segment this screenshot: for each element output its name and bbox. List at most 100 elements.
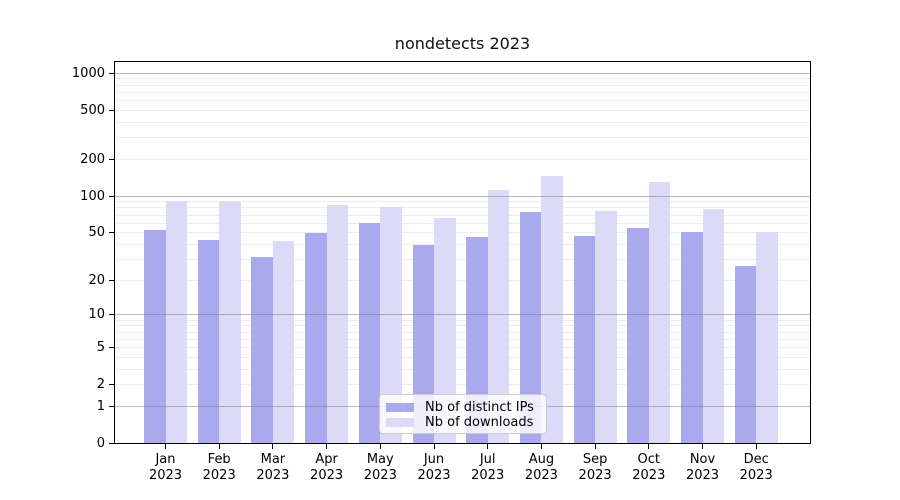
- legend-label-distinct-ips: Nb of distinct IPs: [425, 400, 534, 415]
- x-tick-mark-jul: [487, 444, 489, 449]
- y-tick-mark-5: [109, 346, 114, 348]
- y-tick-label-20: 20: [88, 272, 105, 288]
- plot-area: Nb of distinct IPs Nb of downloads: [114, 61, 811, 444]
- x-tick-label-nov: Nov 2023: [671, 452, 735, 484]
- gridline-minor: [115, 338, 810, 340]
- x-tick-mark-mar: [272, 444, 274, 449]
- bar-dec-downloads: [756, 232, 778, 443]
- x-tick-label-sep: Sep 2023: [563, 452, 627, 484]
- y-tick-label-2: 2: [96, 377, 105, 393]
- bar-sep-downloads: [595, 210, 617, 443]
- bar-jan-downloads: [165, 201, 187, 443]
- y-tick-label-100: 100: [80, 188, 105, 204]
- x-tick-year: 2023: [524, 468, 558, 483]
- gridlines-minor: [115, 62, 810, 443]
- x-tick-mark-may: [379, 444, 381, 449]
- x-tick-year: 2023: [148, 468, 183, 483]
- x-tick-month: Apr: [315, 452, 338, 467]
- gridline-major-100: [115, 195, 810, 197]
- bar-jul-distinct-ips: [466, 236, 488, 443]
- bar-aug-downloads: [541, 176, 563, 443]
- gridline-minor: [115, 346, 810, 348]
- y-tick-mark-2: [109, 384, 114, 386]
- x-tick-year: 2023: [363, 468, 397, 483]
- gridline-minor: [115, 84, 810, 86]
- x-tick-year: 2023: [739, 468, 773, 483]
- x-tick-mark-aug: [540, 444, 542, 449]
- x-tick-year: 2023: [578, 468, 612, 483]
- x-tick-mark-dec: [755, 444, 757, 449]
- y-tick-mark-20: [109, 279, 114, 281]
- x-tick-month: Sep: [582, 452, 608, 467]
- legend: Nb of distinct IPs Nb of downloads: [379, 394, 547, 434]
- x-tick-year: 2023: [417, 468, 451, 483]
- x-tick-label-jan: Jan 2023: [134, 452, 198, 484]
- y-tick-label-200: 200: [80, 151, 105, 167]
- bar-feb-distinct-ips: [197, 240, 220, 443]
- x-tick-month: May: [366, 452, 394, 467]
- gridline-minor: [115, 368, 810, 370]
- bar-jul-downloads: [487, 190, 510, 443]
- y-tick-mark-50: [109, 232, 114, 234]
- y-tick-label-50: 50: [88, 225, 105, 241]
- gridline-minor: [115, 121, 810, 123]
- gridline-minor: [115, 243, 810, 245]
- x-tick-year: 2023: [471, 468, 505, 483]
- x-tick-mark-feb: [218, 444, 220, 449]
- x-tick-year: 2023: [632, 468, 666, 483]
- legend-swatch-downloads: [386, 418, 414, 427]
- gridline-minor: [115, 214, 810, 216]
- y-tick-mark-100: [109, 195, 114, 197]
- gridline-minor: [115, 100, 810, 102]
- gridline-minor: [115, 279, 810, 281]
- x-tick-month: Nov: [689, 452, 716, 467]
- legend-swatch-distinct-ips: [386, 403, 414, 412]
- y-tick-mark-500: [109, 109, 114, 111]
- x-tick-mark-nov: [702, 444, 703, 449]
- x-tick-month: Dec: [743, 452, 769, 467]
- bar-mar-downloads: [272, 241, 295, 443]
- x-tick-mark-oct: [648, 444, 650, 449]
- bar-may-distinct-ips: [358, 222, 381, 443]
- x-tick-month: Mar: [260, 452, 286, 467]
- y-tick-mark-1000: [109, 72, 114, 74]
- x-tick-year: 2023: [685, 468, 720, 483]
- gridline-minor: [115, 331, 810, 333]
- gridline-minor: [115, 325, 810, 327]
- bar-apr-downloads: [326, 204, 349, 443]
- legend-label-downloads: Nb of downloads: [425, 415, 534, 430]
- x-tick-mark-jun: [433, 444, 435, 449]
- bar-jun-distinct-ips: [412, 245, 434, 443]
- chart-title: nondetects 2023: [394, 34, 531, 53]
- gridline-major-1000: [115, 72, 810, 74]
- bar-nov-distinct-ips: [681, 232, 703, 443]
- x-tick-label-mar: Mar 2023: [241, 452, 305, 484]
- x-tick-label-jul: Jul 2023: [456, 452, 520, 484]
- bar-aug-distinct-ips: [519, 212, 542, 443]
- gridline-minor: [115, 109, 810, 111]
- gridline-minor: [115, 158, 810, 160]
- x-tick-label-oct: Oct 2023: [617, 452, 681, 484]
- bar-oct-distinct-ips: [627, 228, 649, 443]
- gridline-minor: [115, 384, 810, 386]
- x-tick-label-aug: Aug 2023: [509, 452, 573, 484]
- x-tick-month: Aug: [528, 452, 555, 467]
- x-tick-mark-sep: [594, 444, 596, 449]
- gridline-minor: [115, 319, 810, 321]
- legend-item-distinct-ips: Nb of distinct IPs: [386, 400, 538, 415]
- y-tick-label-5: 5: [96, 339, 105, 355]
- gridline-minor: [115, 91, 810, 93]
- x-tick-label-jun: Jun 2023: [402, 452, 466, 484]
- y-tick-mark-10: [109, 314, 114, 316]
- x-tick-label-feb: Feb 2023: [187, 452, 251, 484]
- y-tick-label-500: 500: [80, 102, 105, 118]
- bar-mar-distinct-ips: [251, 257, 273, 443]
- x-tick-month: Jan: [155, 452, 176, 467]
- bar-oct-downloads: [648, 181, 671, 443]
- gridlines-major: [115, 62, 810, 443]
- gridline-minor: [115, 201, 810, 203]
- y-tick-label-1: 1: [96, 398, 105, 414]
- bar-apr-distinct-ips: [305, 233, 327, 443]
- x-tick-month: Jun: [423, 452, 445, 467]
